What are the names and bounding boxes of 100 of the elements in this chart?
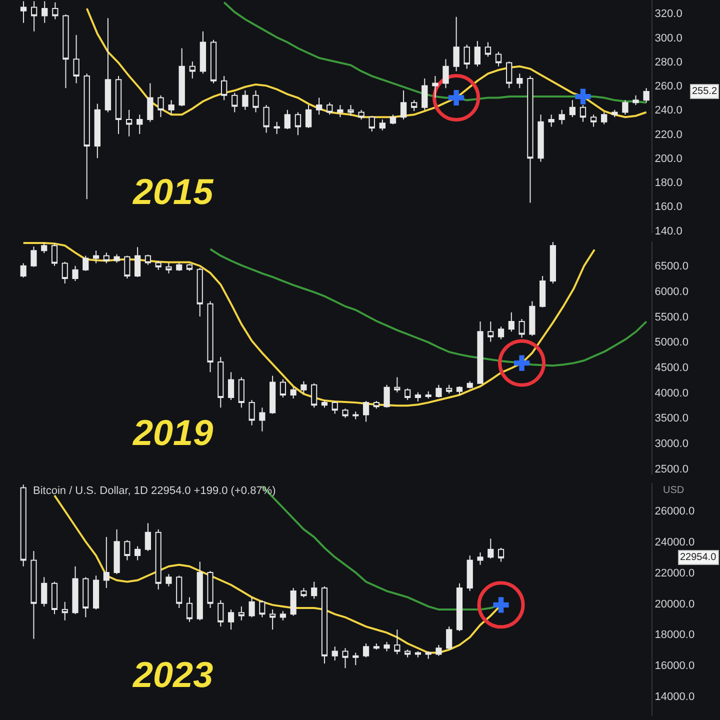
candlestick [155, 528, 162, 590]
candlestick [51, 242, 58, 266]
candlestick [144, 254, 151, 266]
candlestick [477, 321, 484, 384]
candlestick [643, 88, 650, 104]
candlestick [92, 250, 100, 264]
candlestick [178, 48, 185, 107]
candlestick [368, 115, 375, 132]
y-tick-label: 280.0 [654, 56, 682, 68]
candlestick [248, 400, 255, 426]
candlestick [62, 601, 68, 621]
candlestick [242, 90, 248, 110]
candlestick [495, 51, 502, 67]
candlestick [456, 582, 463, 632]
y-tick-label: 3500.0 [654, 412, 688, 425]
candlestick [220, 76, 228, 101]
candlestick [196, 267, 203, 317]
candlestick [453, 16, 460, 72]
candlestick [550, 242, 556, 284]
candlestick [200, 30, 206, 74]
candlestick [590, 114, 597, 128]
candlestick [94, 103, 100, 159]
y-tick-label: 240.0 [654, 104, 682, 117]
candlestick [321, 400, 328, 408]
candlestick [384, 384, 390, 408]
candlestick [62, 261, 68, 284]
candlestick [124, 540, 130, 561]
candlestick [508, 312, 514, 332]
candlestick [166, 574, 172, 587]
candlestick [414, 392, 421, 402]
candlestick [30, 550, 37, 640]
candlestick [518, 318, 525, 338]
candlestick [394, 629, 400, 655]
candlestick [527, 76, 534, 204]
candlestick [259, 407, 266, 432]
candlestick [352, 652, 359, 666]
candlestick [147, 82, 154, 122]
candlestick [300, 380, 307, 394]
y-tick-label: 16000.0 [654, 660, 695, 672]
candlestick [404, 649, 411, 658]
y-tick-label: 180.0 [654, 177, 682, 190]
candlestick [176, 262, 182, 272]
candlestick [580, 104, 586, 122]
candlestick [400, 90, 407, 120]
candlestick [362, 642, 370, 658]
candlestick [446, 626, 452, 650]
line-series [223, 1, 648, 104]
candlestick [238, 606, 244, 621]
candlestick [358, 109, 364, 120]
candlestick [404, 388, 411, 401]
candlestick [158, 94, 164, 118]
candlestick [321, 586, 328, 664]
candlestick [189, 61, 196, 79]
y-tick-label: 20000.0 [654, 598, 695, 610]
text: 22954.0 [680, 552, 717, 563]
candlestick [332, 400, 338, 414]
candlestick [259, 600, 266, 618]
candlestick [442, 58, 449, 89]
candlestick [238, 376, 244, 408]
line-series [86, 7, 648, 118]
candlestick [284, 109, 290, 130]
candlestick [20, 0, 27, 24]
text: 2015 [132, 171, 214, 212]
text: 255.2 [692, 86, 718, 97]
candlestick [72, 265, 78, 282]
candlestick [126, 109, 132, 137]
candlestick [186, 263, 193, 272]
candlestick [41, 242, 48, 254]
candlestick [337, 104, 344, 118]
candlestick [466, 380, 473, 389]
y-tick-label: 6000.0 [654, 286, 688, 298]
candlestick [332, 646, 338, 661]
candlestick [155, 260, 162, 270]
candlestick [82, 576, 89, 618]
candlestick [270, 609, 276, 630]
y-tick-label: 3000.0 [654, 438, 688, 450]
candlestick [425, 650, 432, 660]
candlestick [411, 100, 418, 112]
candlestick [362, 400, 370, 422]
candlestick [20, 262, 26, 278]
candlestick [144, 522, 151, 552]
y-tick-label: 140.0 [654, 225, 682, 238]
candlestick [252, 90, 259, 113]
candlestick [506, 61, 512, 89]
y-tick-label: 160.0 [654, 201, 682, 214]
candlestick [280, 378, 286, 398]
candlestick [103, 536, 110, 588]
y-tick-label: 220.0 [654, 128, 682, 141]
candlestick [30, 246, 37, 268]
y-tick-label: 26000.0 [654, 506, 695, 518]
y-tick-label: 4500.0 [654, 362, 688, 374]
candlestick [92, 575, 100, 610]
candlestick [82, 255, 89, 272]
line-series [22, 242, 596, 407]
candlestick [474, 40, 481, 67]
candlestick [484, 42, 492, 58]
y-axis-title: USD [663, 485, 684, 496]
candlestick [104, 18, 112, 113]
candlestick [394, 376, 400, 393]
candlestick [342, 408, 348, 418]
